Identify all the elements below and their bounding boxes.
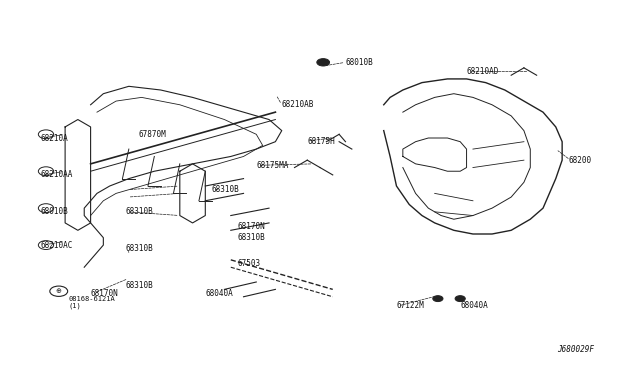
Text: 68010B: 68010B (41, 207, 68, 217)
Text: 68210AD: 68210AD (467, 67, 499, 76)
Circle shape (455, 296, 465, 302)
Text: 68210AA: 68210AA (41, 170, 73, 179)
Text: 67122M: 67122M (396, 301, 424, 311)
Text: 68310B: 68310B (125, 207, 154, 217)
Text: 68210A: 68210A (41, 134, 68, 142)
Text: 68310B: 68310B (125, 281, 154, 290)
Text: 68010B: 68010B (346, 58, 373, 67)
Text: ⊕: ⊕ (56, 288, 61, 294)
Text: 68040A: 68040A (205, 289, 233, 298)
Text: 68040A: 68040A (460, 301, 488, 311)
Text: 68170N: 68170N (237, 222, 265, 231)
Text: J680029F: J680029F (557, 345, 594, 354)
Text: 68175H: 68175H (307, 137, 335, 146)
Text: 68310B: 68310B (237, 233, 265, 242)
Text: 08168-6121A
(1): 08168-6121A (1) (68, 296, 115, 309)
Text: 68170N: 68170N (91, 289, 118, 298)
Circle shape (317, 59, 330, 66)
Text: 67503: 67503 (237, 259, 260, 268)
Text: 67870M: 67870M (138, 130, 166, 139)
Text: 68310B: 68310B (212, 185, 239, 194)
Text: 68210AB: 68210AB (282, 100, 314, 109)
Text: 68310B: 68310B (125, 244, 154, 253)
Text: 68210AC: 68210AC (41, 241, 73, 250)
Text: 68200: 68200 (568, 155, 591, 165)
Circle shape (433, 296, 443, 302)
Text: 68175MA: 68175MA (256, 161, 289, 170)
